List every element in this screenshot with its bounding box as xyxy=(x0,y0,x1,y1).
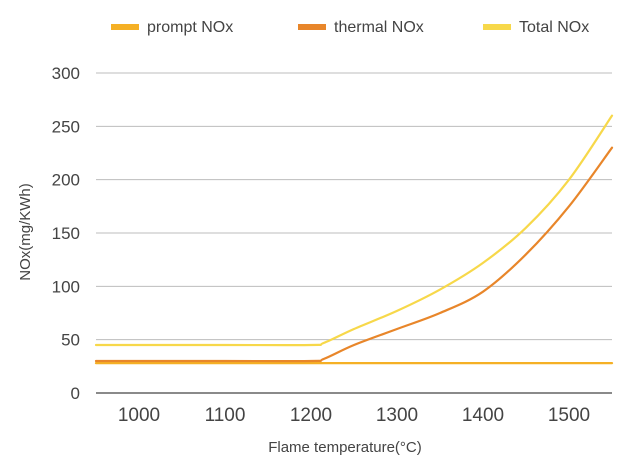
legend-label-total-nox: Total NOx xyxy=(519,19,589,36)
legend-swatch-prompt-nox xyxy=(111,24,139,30)
grid xyxy=(96,72,612,341)
x-tick-1100: 1100 xyxy=(205,405,246,426)
y-tick-200: 200 xyxy=(52,171,80,190)
legend-label-prompt-nox: prompt NOx xyxy=(147,19,233,36)
x-tick-1400: 1400 xyxy=(462,405,504,426)
legend: prompt NOx thermal NOx Total NOx xyxy=(111,19,589,36)
y-tick-250: 250 xyxy=(52,117,80,136)
y-tick-0: 0 xyxy=(71,384,80,403)
x-tick-1000: 1000 xyxy=(118,405,160,426)
x-tick-1300: 1300 xyxy=(376,405,418,426)
y-tick-50: 50 xyxy=(61,331,80,350)
x-axis-label: Flame temperature(°C) xyxy=(268,439,422,456)
legend-swatch-thermal-nox xyxy=(298,24,326,30)
y-tick-labels: 0 50 100 150 200 250 300 xyxy=(52,64,80,403)
series-line-total-nox xyxy=(94,114,614,347)
series-lines xyxy=(94,114,614,365)
y-axis-label: NOx(mg/KWh) xyxy=(17,183,34,281)
legend-label-thermal-nox: thermal NOx xyxy=(334,19,424,36)
x-tick-1200: 1200 xyxy=(290,405,332,426)
x-tick-1500: 1500 xyxy=(548,405,590,426)
y-tick-100: 100 xyxy=(52,277,80,296)
legend-swatch-total-nox xyxy=(483,24,511,30)
series-line-thermal-nox xyxy=(94,146,614,363)
y-tick-300: 300 xyxy=(52,64,80,83)
x-tick-labels: 1000 1100 1200 1300 1400 1500 xyxy=(118,405,590,426)
y-tick-150: 150 xyxy=(52,224,80,243)
